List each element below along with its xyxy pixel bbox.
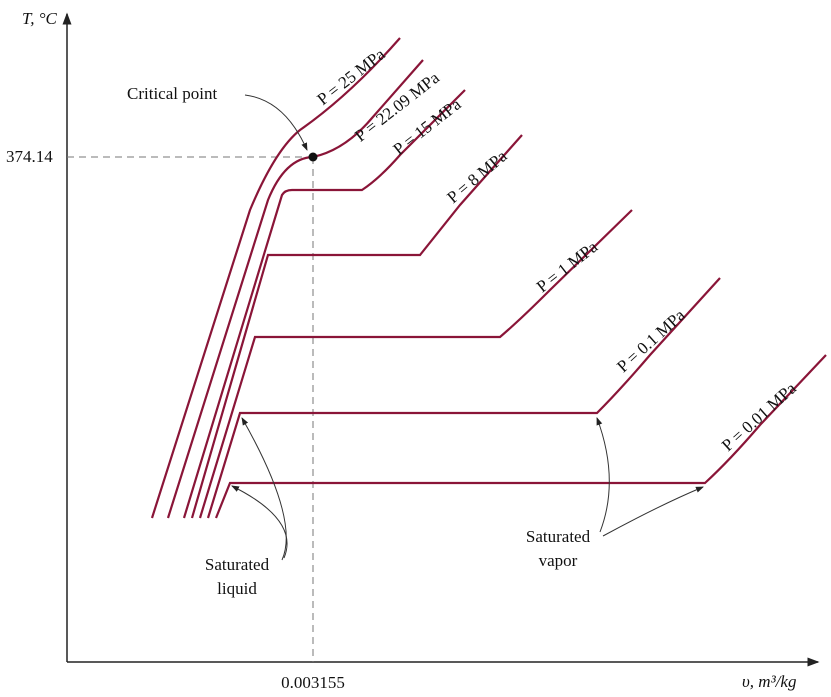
annotation-arrow [596,417,610,533]
annotation-text: liquid [217,579,257,598]
critical-temperature: 374.14 [6,147,53,166]
annotation-text: Saturated [526,527,591,546]
annotation-text: vapor [539,551,578,570]
annotation-arrow [244,94,308,151]
isobar-label: P = 25 MPa [314,44,389,109]
annotation-arrow [241,417,287,561]
critical-point [308,152,318,162]
isobar-label: P = 0.01 MPa [718,378,800,455]
x-axis-label: υ, m³/kg [742,672,796,691]
critical-point-label: Critical point [127,84,217,103]
critical-volume: 0.003155 [281,673,345,692]
annotation-text: Saturated [205,555,270,574]
y-axis-label: T, °C [22,9,57,28]
isobar-label: P = 0.1 MPa [613,305,689,376]
annotation-arrow [602,486,704,537]
isobar-label: P = 1 MPa [533,237,602,296]
annotation-arrow [231,485,288,559]
isobar-label: P = 8 MPa [443,146,511,207]
